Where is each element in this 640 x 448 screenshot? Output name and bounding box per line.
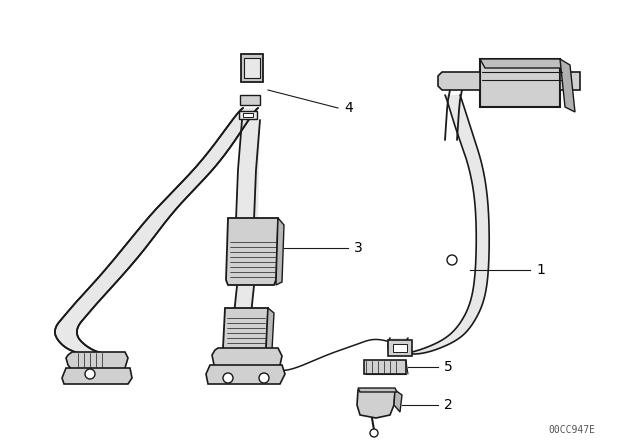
Polygon shape: [358, 388, 397, 392]
Polygon shape: [560, 59, 575, 112]
Polygon shape: [66, 352, 128, 375]
Polygon shape: [62, 368, 132, 384]
Polygon shape: [55, 108, 258, 356]
Polygon shape: [394, 390, 402, 412]
Bar: [388, 340, 412, 356]
Polygon shape: [223, 308, 268, 352]
Text: 00CC947E: 00CC947E: [548, 425, 595, 435]
Circle shape: [223, 373, 233, 383]
Polygon shape: [237, 120, 260, 220]
Circle shape: [447, 255, 457, 265]
Polygon shape: [357, 390, 395, 418]
Text: 5: 5: [444, 360, 452, 374]
Polygon shape: [212, 348, 282, 378]
Polygon shape: [266, 308, 274, 352]
Polygon shape: [560, 72, 580, 90]
Bar: [241, 54, 263, 82]
Bar: [244, 58, 260, 78]
Text: 2: 2: [444, 398, 452, 412]
Polygon shape: [388, 95, 489, 354]
Text: 4: 4: [344, 101, 353, 115]
Bar: [364, 360, 406, 374]
Text: 3: 3: [354, 241, 363, 255]
Bar: [239, 111, 257, 119]
Circle shape: [370, 429, 378, 437]
Bar: [240, 95, 260, 105]
Polygon shape: [226, 218, 278, 285]
Bar: [480, 59, 560, 107]
Polygon shape: [232, 286, 254, 325]
Bar: [243, 113, 253, 117]
Polygon shape: [438, 72, 480, 90]
Circle shape: [85, 369, 95, 379]
Polygon shape: [276, 218, 284, 285]
Circle shape: [259, 373, 269, 383]
Bar: [393, 344, 407, 352]
Text: 1: 1: [536, 263, 545, 277]
Polygon shape: [480, 59, 565, 68]
Polygon shape: [206, 365, 285, 384]
